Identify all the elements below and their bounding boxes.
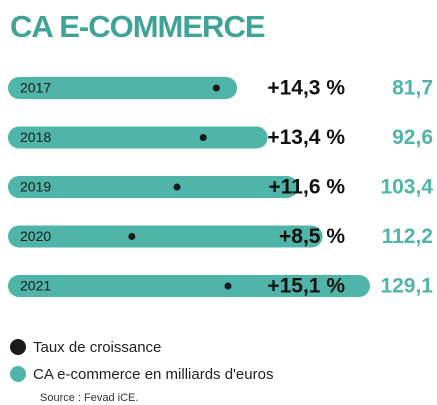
growth-dot: [212, 84, 220, 92]
value-label: 92,6: [392, 126, 433, 149]
growth-dot: [199, 134, 207, 141]
growth-label: +15,1 %: [267, 275, 345, 298]
growth-dot: [224, 282, 232, 290]
category-label: 2017: [20, 80, 51, 96]
bar: [8, 77, 238, 99]
category-label: 2019: [20, 179, 51, 195]
growth-label: +8,5 %: [279, 225, 345, 248]
value-label: 129,1: [380, 275, 433, 298]
bar: [8, 126, 268, 149]
bar: [8, 275, 370, 297]
chart-title: CA E-COMMERCE: [10, 9, 265, 44]
category-label: 2020: [20, 228, 51, 244]
category-label: 2021: [20, 278, 51, 294]
growth-label: +14,3 %: [267, 77, 345, 100]
value-label: 81,7: [392, 77, 433, 100]
legend-swatch: [10, 366, 26, 382]
growth-dot: [173, 183, 181, 191]
growth-label: +11,6 %: [269, 176, 346, 199]
growth-label: +13,4 %: [267, 126, 345, 149]
value-label: 112,2: [382, 225, 433, 248]
legend-label: CA e-commerce en milliards d'euros: [33, 366, 273, 383]
source: Source : Fevad iCE.: [40, 392, 138, 404]
value-label: 103,4: [380, 176, 433, 199]
legend-label: Taux de croissance: [33, 339, 161, 356]
bar: [8, 176, 298, 198]
bar: [8, 225, 323, 248]
category-label: 2018: [20, 129, 51, 145]
legend-swatch: [10, 339, 26, 355]
growth-dot: [128, 233, 136, 240]
